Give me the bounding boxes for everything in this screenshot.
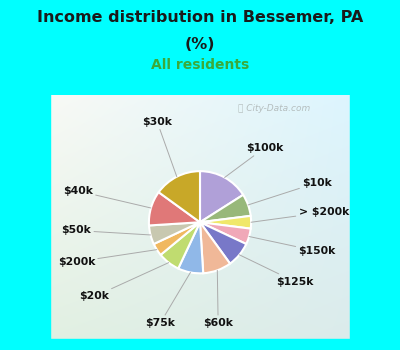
Wedge shape [178, 222, 203, 273]
Wedge shape [200, 222, 230, 273]
Text: $200k: $200k [58, 250, 157, 267]
Text: $100k: $100k [225, 143, 283, 177]
Wedge shape [200, 222, 246, 264]
Text: > $200k: > $200k [251, 207, 349, 222]
Bar [35, 339, 365, 350]
Wedge shape [200, 195, 251, 222]
Text: $60k: $60k [203, 270, 233, 328]
Text: $150k: $150k [249, 237, 336, 256]
Wedge shape [159, 171, 200, 222]
Text: (%): (%) [185, 37, 215, 52]
Wedge shape [200, 222, 251, 244]
Bar [350, 94, 365, 350]
Text: Income distribution in Bessemer, PA: Income distribution in Bessemer, PA [37, 10, 363, 26]
Text: $125k: $125k [239, 255, 314, 287]
Wedge shape [149, 222, 200, 244]
Text: All residents: All residents [151, 58, 249, 72]
Text: $30k: $30k [142, 117, 177, 177]
Text: ⓘ City-Data.com: ⓘ City-Data.com [238, 104, 310, 113]
Wedge shape [200, 171, 243, 222]
Text: $10k: $10k [248, 178, 332, 205]
Wedge shape [154, 222, 200, 255]
Wedge shape [161, 222, 200, 268]
Wedge shape [200, 216, 251, 229]
Bar [35, 94, 50, 350]
Text: $40k: $40k [63, 186, 151, 208]
Text: $20k: $20k [80, 262, 169, 301]
Wedge shape [149, 192, 200, 225]
Text: $50k: $50k [62, 225, 150, 236]
Text: $75k: $75k [146, 272, 190, 328]
